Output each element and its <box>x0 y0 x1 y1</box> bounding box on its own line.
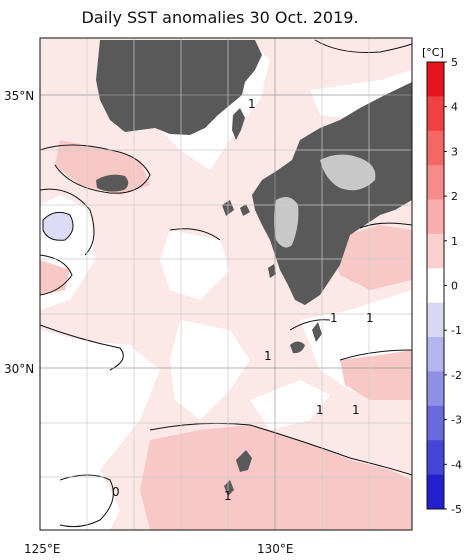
contour-label: 0 <box>112 485 120 499</box>
contour-label: 1 <box>366 311 374 325</box>
colorbar-cell <box>427 62 444 97</box>
colorbar-tick-label: -4 <box>451 458 462 471</box>
contour-label: 1 <box>224 489 232 503</box>
colorbar-tick-label: -2 <box>451 369 462 382</box>
tsushima-island <box>232 108 245 140</box>
contour-label: 1 <box>316 403 324 417</box>
colorbar-cell <box>427 440 444 476</box>
jeju-island <box>96 174 129 192</box>
contour-label-group: 1 1 1 1 1 1 0 1 <box>112 97 374 503</box>
colorbar-tick-label: 3 <box>451 145 458 158</box>
colorbar-tick-label: -1 <box>451 324 462 337</box>
contour-label: 1 <box>248 97 256 111</box>
colorbar-cell <box>427 474 444 510</box>
japan-landmass <box>252 82 412 305</box>
colorbar-cell <box>427 302 444 338</box>
colorbar-tick-label: 1 <box>451 235 458 248</box>
colorbar-tick-label: 2 <box>451 190 458 203</box>
lon-label-130e: 130°E <box>257 542 294 556</box>
colorbar-tick-label: 4 <box>451 101 458 114</box>
lat-label-35n: 35°N <box>4 89 34 103</box>
contour-label: 1 <box>330 311 338 325</box>
colorbar-cell <box>427 268 444 304</box>
land <box>96 40 412 496</box>
graticule <box>40 38 412 530</box>
colorbar-cell <box>427 199 444 235</box>
koshiki-island <box>268 264 276 278</box>
colorbar-unit: [°C] <box>422 46 444 59</box>
colorbar-cell <box>427 233 444 269</box>
map-frame <box>39 37 413 531</box>
colorbar-tick-label: -5 <box>451 503 462 516</box>
inland-sea <box>274 154 376 248</box>
map-title: Daily SST anomalies 30 Oct. 2019. <box>81 8 359 27</box>
negative-anomaly-patch <box>42 211 74 241</box>
amami-island <box>236 450 252 472</box>
yakushima-island <box>290 341 305 354</box>
lat-label-30n: 30°N <box>4 362 34 376</box>
colorbar: [°C] 5 4 3 2 1 0 -1 -2 -3 -4 -5 <box>422 46 462 516</box>
contour-label: 1 <box>264 349 272 363</box>
colorbar-cell <box>427 371 444 407</box>
colorbar-tick-label: 5 <box>451 56 458 69</box>
colorbar-cell <box>427 96 444 132</box>
korea-landmass <box>96 40 262 135</box>
colorbar-cell <box>427 337 444 372</box>
colorbar-tick-label: 0 <box>451 280 458 293</box>
contour-label: 1 <box>352 403 360 417</box>
southern-islet <box>224 480 234 496</box>
goto-island-2 <box>240 204 250 216</box>
tanegashima-island <box>312 322 322 342</box>
colorbar-cell <box>427 130 444 166</box>
colorbar-tick-label: -3 <box>451 414 462 427</box>
contour-lines <box>39 39 413 528</box>
colorbar-cell <box>427 165 444 201</box>
lon-label-125e: 125°E <box>24 542 61 556</box>
colorbar-cell <box>427 405 444 441</box>
positive-anomaly-patches <box>40 140 412 530</box>
